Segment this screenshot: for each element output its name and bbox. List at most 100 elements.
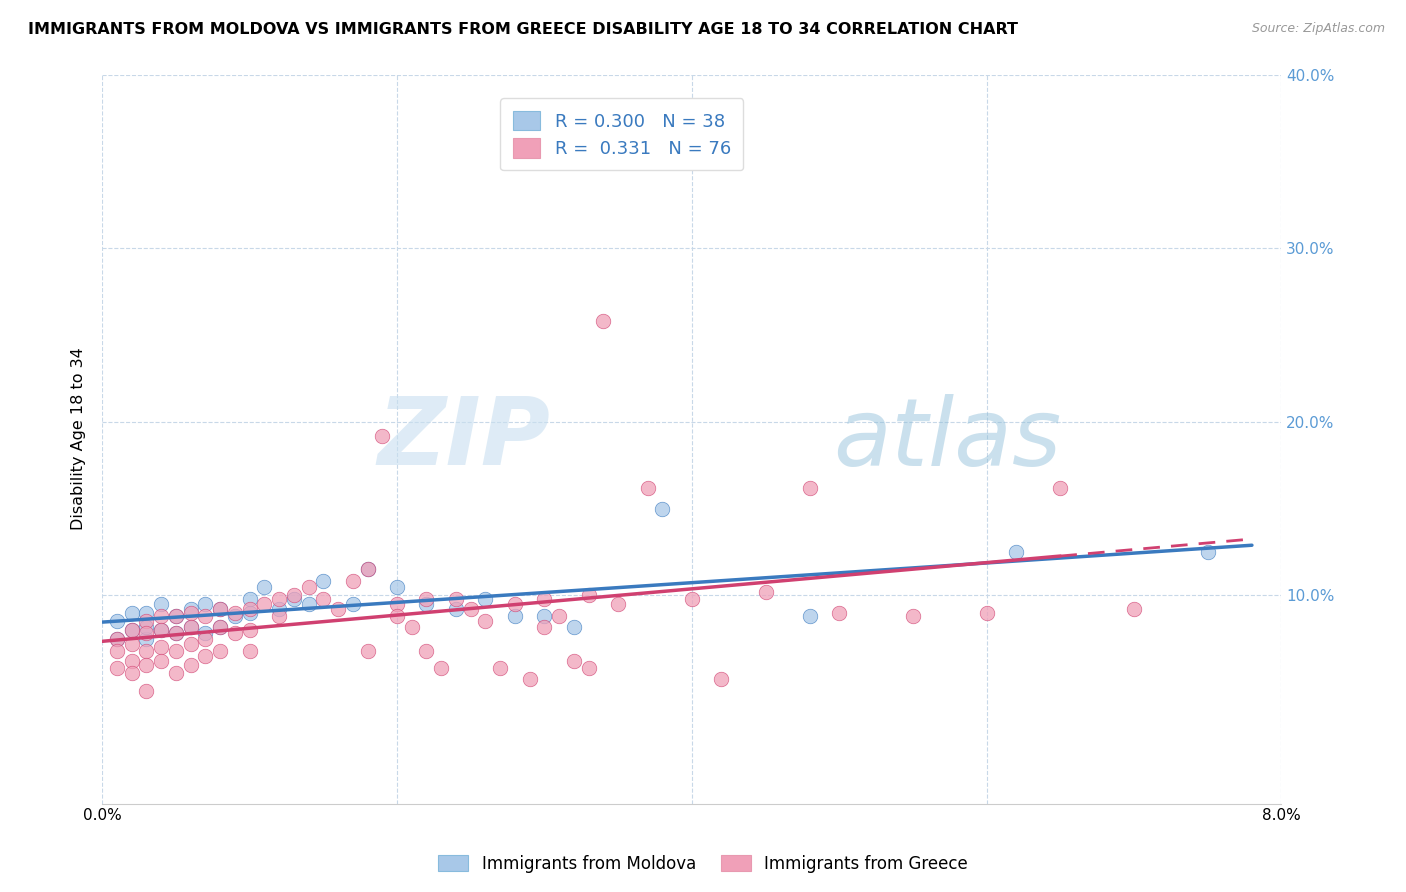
Point: [239, 623, 262, 637]
Point: [150, 609, 173, 624]
Point: [519, 672, 541, 686]
Point: [239, 602, 262, 616]
Point: [976, 606, 998, 620]
Y-axis label: Disability Age 18 to 34: Disability Age 18 to 34: [72, 348, 86, 531]
Point: [503, 609, 526, 624]
Point: [371, 428, 394, 442]
Point: [180, 602, 202, 616]
Point: [312, 574, 335, 589]
Point: [121, 606, 143, 620]
Point: [828, 606, 851, 620]
Point: [267, 609, 290, 624]
Point: [180, 606, 202, 620]
Point: [799, 609, 821, 624]
Point: [209, 619, 232, 633]
Legend: Immigrants from Moldova, Immigrants from Greece: Immigrants from Moldova, Immigrants from…: [432, 848, 974, 880]
Point: [548, 609, 571, 624]
Point: [180, 619, 202, 633]
Point: [533, 609, 555, 624]
Point: [592, 314, 614, 328]
Point: [430, 661, 453, 675]
Point: [401, 619, 423, 633]
Text: Source: ZipAtlas.com: Source: ZipAtlas.com: [1251, 22, 1385, 36]
Point: [105, 632, 128, 646]
Point: [651, 501, 673, 516]
Point: [283, 591, 305, 606]
Point: [135, 683, 157, 698]
Point: [385, 597, 408, 611]
Point: [224, 626, 246, 640]
Point: [165, 626, 187, 640]
Point: [239, 606, 262, 620]
Point: [312, 591, 335, 606]
Point: [489, 661, 512, 675]
Point: [385, 580, 408, 594]
Point: [267, 591, 290, 606]
Point: [460, 602, 482, 616]
Point: [194, 632, 217, 646]
Point: [356, 562, 378, 576]
Point: [165, 626, 187, 640]
Point: [121, 654, 143, 668]
Text: ZIP: ZIP: [377, 393, 550, 485]
Point: [105, 644, 128, 658]
Point: [267, 602, 290, 616]
Point: [356, 562, 378, 576]
Point: [1049, 481, 1071, 495]
Point: [578, 588, 600, 602]
Point: [150, 640, 173, 655]
Point: [209, 619, 232, 633]
Point: [239, 591, 262, 606]
Point: [165, 609, 187, 624]
Point: [194, 597, 217, 611]
Point: [253, 580, 276, 594]
Point: [194, 648, 217, 663]
Point: [180, 637, 202, 651]
Point: [135, 632, 157, 646]
Point: [503, 597, 526, 611]
Point: [637, 481, 659, 495]
Text: IMMIGRANTS FROM MOLDOVA VS IMMIGRANTS FROM GREECE DISABILITY AGE 18 TO 34 CORREL: IMMIGRANTS FROM MOLDOVA VS IMMIGRANTS FR…: [28, 22, 1018, 37]
Point: [415, 597, 437, 611]
Point: [135, 615, 157, 629]
Point: [135, 626, 157, 640]
Point: [224, 609, 246, 624]
Point: [180, 657, 202, 672]
Point: [121, 637, 143, 651]
Point: [105, 632, 128, 646]
Point: [297, 580, 319, 594]
Point: [901, 609, 924, 624]
Point: [165, 644, 187, 658]
Point: [562, 619, 585, 633]
Point: [342, 574, 364, 589]
Point: [444, 602, 467, 616]
Point: [1123, 602, 1146, 616]
Point: [326, 602, 349, 616]
Point: [165, 609, 187, 624]
Point: [356, 644, 378, 658]
Point: [135, 619, 157, 633]
Point: [135, 606, 157, 620]
Text: atlas: atlas: [834, 393, 1062, 484]
Point: [710, 672, 733, 686]
Point: [150, 623, 173, 637]
Point: [297, 597, 319, 611]
Point: [239, 644, 262, 658]
Point: [607, 597, 630, 611]
Point: [105, 661, 128, 675]
Point: [283, 588, 305, 602]
Point: [1005, 545, 1028, 559]
Point: [754, 584, 776, 599]
Point: [194, 609, 217, 624]
Point: [415, 591, 437, 606]
Point: [150, 597, 173, 611]
Point: [209, 602, 232, 616]
Point: [135, 644, 157, 658]
Point: [342, 597, 364, 611]
Point: [444, 591, 467, 606]
Point: [209, 602, 232, 616]
Point: [194, 626, 217, 640]
Point: [253, 597, 276, 611]
Point: [150, 654, 173, 668]
Point: [121, 623, 143, 637]
